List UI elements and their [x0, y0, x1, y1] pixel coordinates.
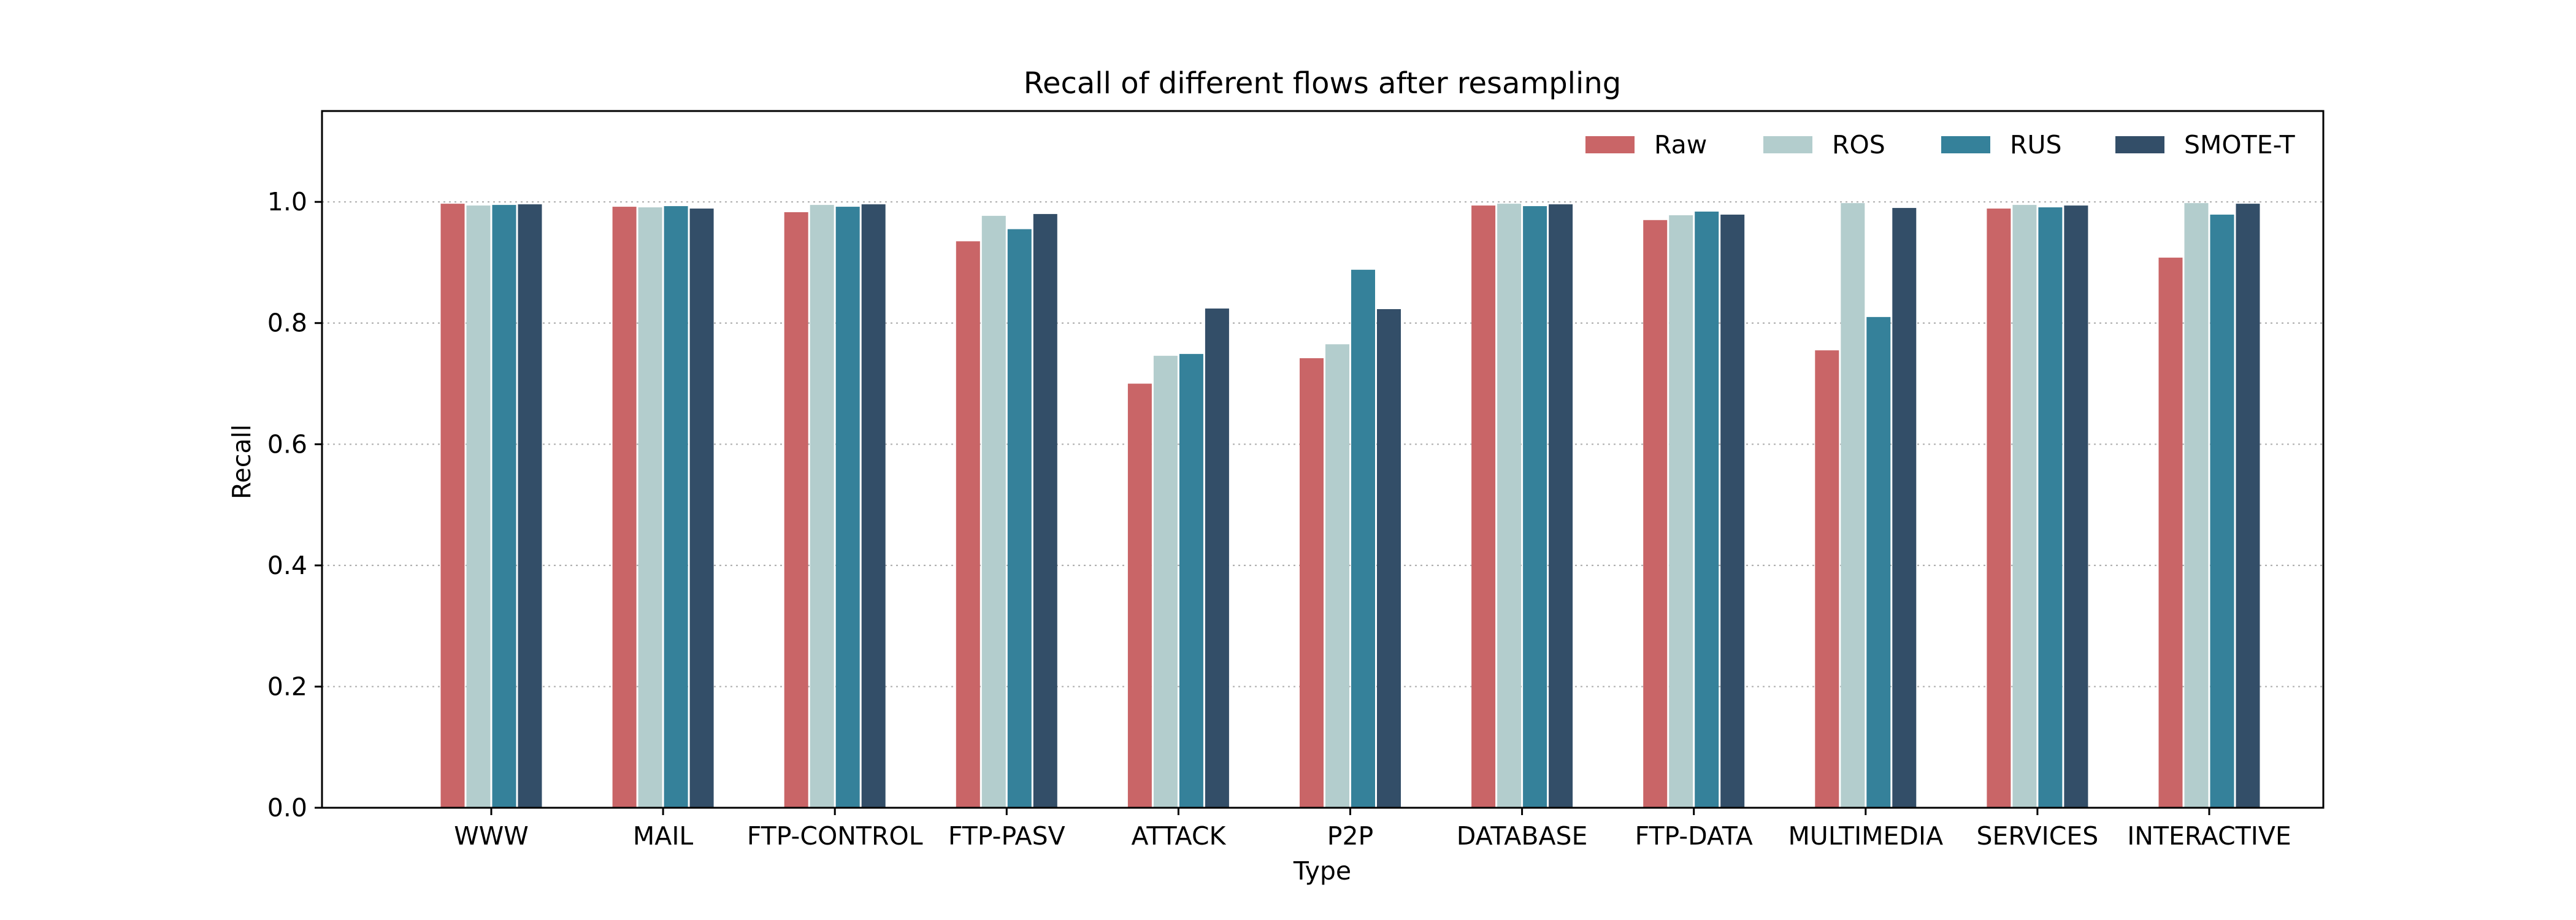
plot-frame [321, 110, 2325, 809]
bar-raw-database [1471, 205, 1496, 808]
y-tick-label: 0.4 [267, 551, 307, 580]
bar-smote-t-services [2064, 205, 2088, 808]
bar-smote-t-attack [1205, 309, 1229, 808]
x-tick-label: FTP-PASV [948, 821, 1065, 851]
x-tick-label: INTERACTIVE [2127, 821, 2291, 851]
bar-ros-ftp-control [810, 205, 834, 808]
bar-raw-p2p [1300, 358, 1324, 808]
bar-raw-services [1987, 209, 2011, 808]
legend-swatch [1585, 136, 1635, 153]
bar-raw-www [440, 204, 465, 808]
bar-ros-ftp-data [1669, 215, 1693, 808]
bar-smote-t-ftp-pasv [1033, 213, 1057, 808]
x-tick-label: WWW [454, 821, 529, 851]
legend-swatch [1941, 136, 1990, 153]
bar-smote-t-interactive [2236, 204, 2260, 808]
bar-raw-mail [612, 207, 637, 808]
chart-title: Recall of different flows after resampli… [1024, 66, 1621, 101]
x-tick-label: DATABASE [1457, 821, 1588, 851]
legend-swatch [2115, 136, 2164, 153]
bar-ros-p2p [1325, 344, 1349, 808]
y-tick-label: 1.0 [267, 187, 307, 217]
x-axis-label: Type [1293, 856, 1351, 886]
bar-raw-ftp-data [1643, 220, 1668, 808]
legend-label: Raw [1654, 130, 1707, 159]
bar-ros-mail [638, 207, 662, 808]
x-tick-label: FTP-CONTROL [747, 821, 923, 851]
legend-item-ros: ROS [1763, 130, 1885, 159]
x-axis-ticks: WWW MAIL FTP-CONTROL FTP-PASV ATTACK P2P DATAB… [454, 808, 2291, 851]
bar-rus-ftp-pasv [1007, 229, 1032, 808]
legend-label: SMOTE-T [2184, 130, 2296, 159]
bar-rus-ftp-data [1695, 211, 1719, 808]
bar-smote-t-ftp-control [861, 204, 886, 808]
bar-smote-t-p2p [1377, 309, 1401, 808]
bar-rus-p2p [1351, 269, 1375, 808]
y-tick-label: 0.8 [267, 309, 307, 338]
bar-rus-services [2038, 207, 2063, 808]
legend-swatch [1763, 136, 1812, 153]
axes [321, 110, 2325, 809]
bar-raw-attack [1127, 383, 1152, 808]
bar-smote-t-multimedia [1892, 208, 1917, 808]
bar-ros-ftp-pasv [981, 215, 1006, 808]
bar-rus-www [492, 205, 516, 808]
bar-ros-multimedia [1841, 203, 1865, 808]
bar-raw-ftp-control [784, 212, 808, 808]
legend-label: RUS [2010, 130, 2062, 159]
x-tick-label: MAIL [633, 821, 694, 851]
y-tick-label: 0.6 [267, 429, 307, 459]
x-tick-label: P2P [1327, 821, 1374, 851]
bar-rus-database [1523, 206, 1547, 808]
bar-ros-www [466, 205, 491, 808]
bar-smote-t-database [1549, 204, 1573, 808]
x-tick-label: FTP-DATA [1635, 821, 1753, 851]
y-axis-ticks: 0.0 0.2 0.4 0.6 0.8 1.0 [267, 187, 322, 822]
bar-raw-ftp-pasv [956, 241, 980, 808]
bar-rus-interactive [2210, 214, 2234, 808]
bar-rus-ftp-control [835, 207, 860, 808]
x-tick-label: SERVICES [1976, 821, 2098, 851]
bar-smote-t-mail [689, 209, 714, 808]
bar-ros-services [2012, 205, 2037, 808]
bars [440, 203, 2260, 808]
legend-item-smote-t: SMOTE-T [2115, 130, 2296, 159]
bar-raw-interactive [2158, 258, 2183, 808]
bar-rus-attack [1179, 354, 1203, 808]
bar-rus-multimedia [1866, 316, 1891, 808]
legend-item-raw: Raw [1585, 130, 1707, 159]
bar-rus-mail [664, 206, 688, 808]
bar-smote-t-www [518, 204, 542, 808]
y-axis-label: Recall [227, 424, 256, 499]
bar-ros-database [1497, 204, 1522, 808]
bar-raw-multimedia [1815, 350, 1839, 808]
x-tick-label: MULTIMEDIA [1788, 821, 1943, 851]
bar-ros-attack [1153, 356, 1178, 808]
x-tick-label: ATTACK [1131, 821, 1226, 851]
bar-ros-interactive [2184, 203, 2209, 808]
legend-label: ROS [1832, 130, 1885, 159]
y-tick-label: 0.2 [267, 672, 307, 701]
y-tick-label: 0.0 [267, 793, 307, 822]
legend-item-rus: RUS [1941, 130, 2062, 159]
legend: Raw ROS RUS SMOTE-T [1585, 130, 2296, 159]
bar-smote-t-ftp-data [1720, 214, 1745, 808]
